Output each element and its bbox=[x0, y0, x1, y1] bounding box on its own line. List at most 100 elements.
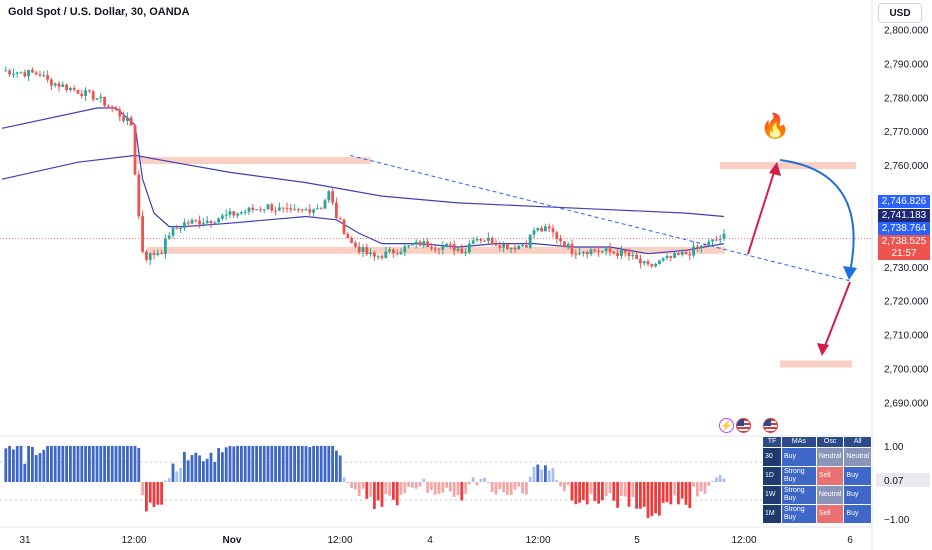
osc-bar bbox=[426, 482, 429, 493]
candle-body bbox=[243, 211, 247, 213]
candle-body bbox=[369, 252, 372, 255]
all-cell: Buy bbox=[843, 466, 872, 486]
osc-bar bbox=[289, 445, 293, 482]
candle-body bbox=[91, 91, 95, 100]
candle-body bbox=[555, 232, 559, 239]
candle-body bbox=[312, 209, 315, 213]
candle-body bbox=[433, 248, 437, 250]
osc-bar bbox=[186, 460, 190, 482]
candle-body bbox=[186, 222, 190, 224]
trendline bbox=[349, 154, 851, 282]
zone-rect bbox=[720, 162, 856, 170]
candle-body bbox=[274, 210, 277, 212]
candle-body bbox=[608, 248, 612, 252]
candle-body bbox=[650, 264, 654, 267]
us-flag-icon[interactable] bbox=[763, 418, 778, 433]
osc-bar bbox=[118, 445, 122, 482]
osc-bar bbox=[540, 469, 543, 482]
y-tick-label: 2,780.000 bbox=[884, 93, 929, 104]
candle-body bbox=[430, 247, 433, 249]
candle-body bbox=[160, 253, 163, 255]
osc-bar bbox=[639, 482, 642, 509]
osc-bar bbox=[608, 482, 612, 494]
candle-body bbox=[323, 200, 327, 209]
osc-bar bbox=[589, 482, 593, 494]
price-tag-current: 2,738.525 bbox=[878, 235, 930, 248]
osc-bar bbox=[110, 445, 114, 482]
zone-rect bbox=[137, 157, 371, 165]
candle-body bbox=[711, 239, 714, 242]
osc-bar bbox=[620, 482, 623, 497]
candle-body bbox=[612, 251, 616, 254]
candle-body bbox=[251, 207, 255, 211]
y-tick-label: 2,760.000 bbox=[884, 161, 929, 172]
osc-bar bbox=[376, 482, 380, 501]
candle-body bbox=[635, 254, 638, 260]
osc-cell: Sell bbox=[815, 504, 845, 524]
osc-bar bbox=[354, 482, 357, 490]
osc-bar bbox=[103, 445, 106, 482]
candle-body bbox=[426, 241, 429, 248]
osc-bar bbox=[715, 477, 718, 482]
osc-bar bbox=[395, 482, 399, 506]
candle-body bbox=[540, 228, 543, 232]
osc-bar bbox=[585, 482, 589, 505]
osc-bar bbox=[114, 445, 118, 482]
osc-bar bbox=[544, 465, 547, 482]
candle-body bbox=[718, 238, 722, 241]
osc-bar bbox=[369, 482, 372, 497]
candle-body bbox=[202, 223, 205, 225]
osc-bar bbox=[601, 482, 604, 501]
candle-body bbox=[502, 243, 505, 248]
candle-body bbox=[582, 251, 585, 253]
candle-body bbox=[72, 87, 76, 90]
up-arrow-head bbox=[769, 162, 781, 176]
osc-bar bbox=[604, 482, 608, 497]
osc-bar bbox=[15, 445, 19, 482]
candle-body bbox=[114, 108, 118, 110]
osc-bar bbox=[532, 466, 536, 482]
osc-bar bbox=[635, 482, 638, 509]
osc-bar bbox=[513, 482, 517, 490]
osc-bar bbox=[194, 452, 198, 482]
candle-body bbox=[673, 253, 676, 258]
osc-bar bbox=[582, 482, 585, 500]
candle-body bbox=[224, 214, 228, 216]
osc-bar bbox=[308, 447, 312, 482]
header-tf: TF bbox=[762, 436, 782, 448]
us-flag-icon[interactable] bbox=[736, 418, 751, 433]
currency-button[interactable]: USD bbox=[878, 3, 922, 23]
candle-body bbox=[578, 252, 581, 254]
osc-tick-label: 1.00 bbox=[884, 442, 904, 453]
candle-body bbox=[167, 235, 171, 239]
candle-body bbox=[631, 254, 635, 257]
candle-body bbox=[661, 258, 665, 261]
osc-bar bbox=[164, 480, 167, 482]
osc-bar bbox=[274, 445, 277, 482]
candle-body bbox=[118, 109, 122, 117]
y-tick-label: 2,800.000 bbox=[884, 26, 929, 37]
osc-bar bbox=[669, 482, 673, 505]
candle-body bbox=[677, 253, 680, 255]
candle-body bbox=[483, 240, 486, 242]
osc-bar bbox=[559, 482, 562, 487]
candle-body bbox=[680, 252, 684, 255]
osc-tick-label: −1.00 bbox=[884, 515, 910, 526]
osc-value-tag bbox=[876, 473, 930, 487]
candle-body bbox=[4, 70, 8, 72]
osc-bar bbox=[50, 445, 53, 482]
candle-body bbox=[585, 251, 589, 255]
candle-body bbox=[228, 211, 232, 215]
osc-bar bbox=[449, 482, 452, 492]
lightning-icon[interactable]: ⚡ bbox=[719, 418, 734, 433]
candle-body bbox=[388, 249, 391, 252]
osc-bar bbox=[642, 482, 646, 507]
osc-bar bbox=[69, 445, 72, 482]
mas-cell: Strong Buy bbox=[781, 466, 817, 486]
candle-body bbox=[247, 207, 251, 212]
candle-body bbox=[490, 237, 494, 245]
osc-bar bbox=[407, 482, 410, 487]
osc-bar bbox=[342, 477, 346, 482]
candle-body bbox=[31, 69, 34, 73]
candle-body bbox=[152, 253, 156, 255]
